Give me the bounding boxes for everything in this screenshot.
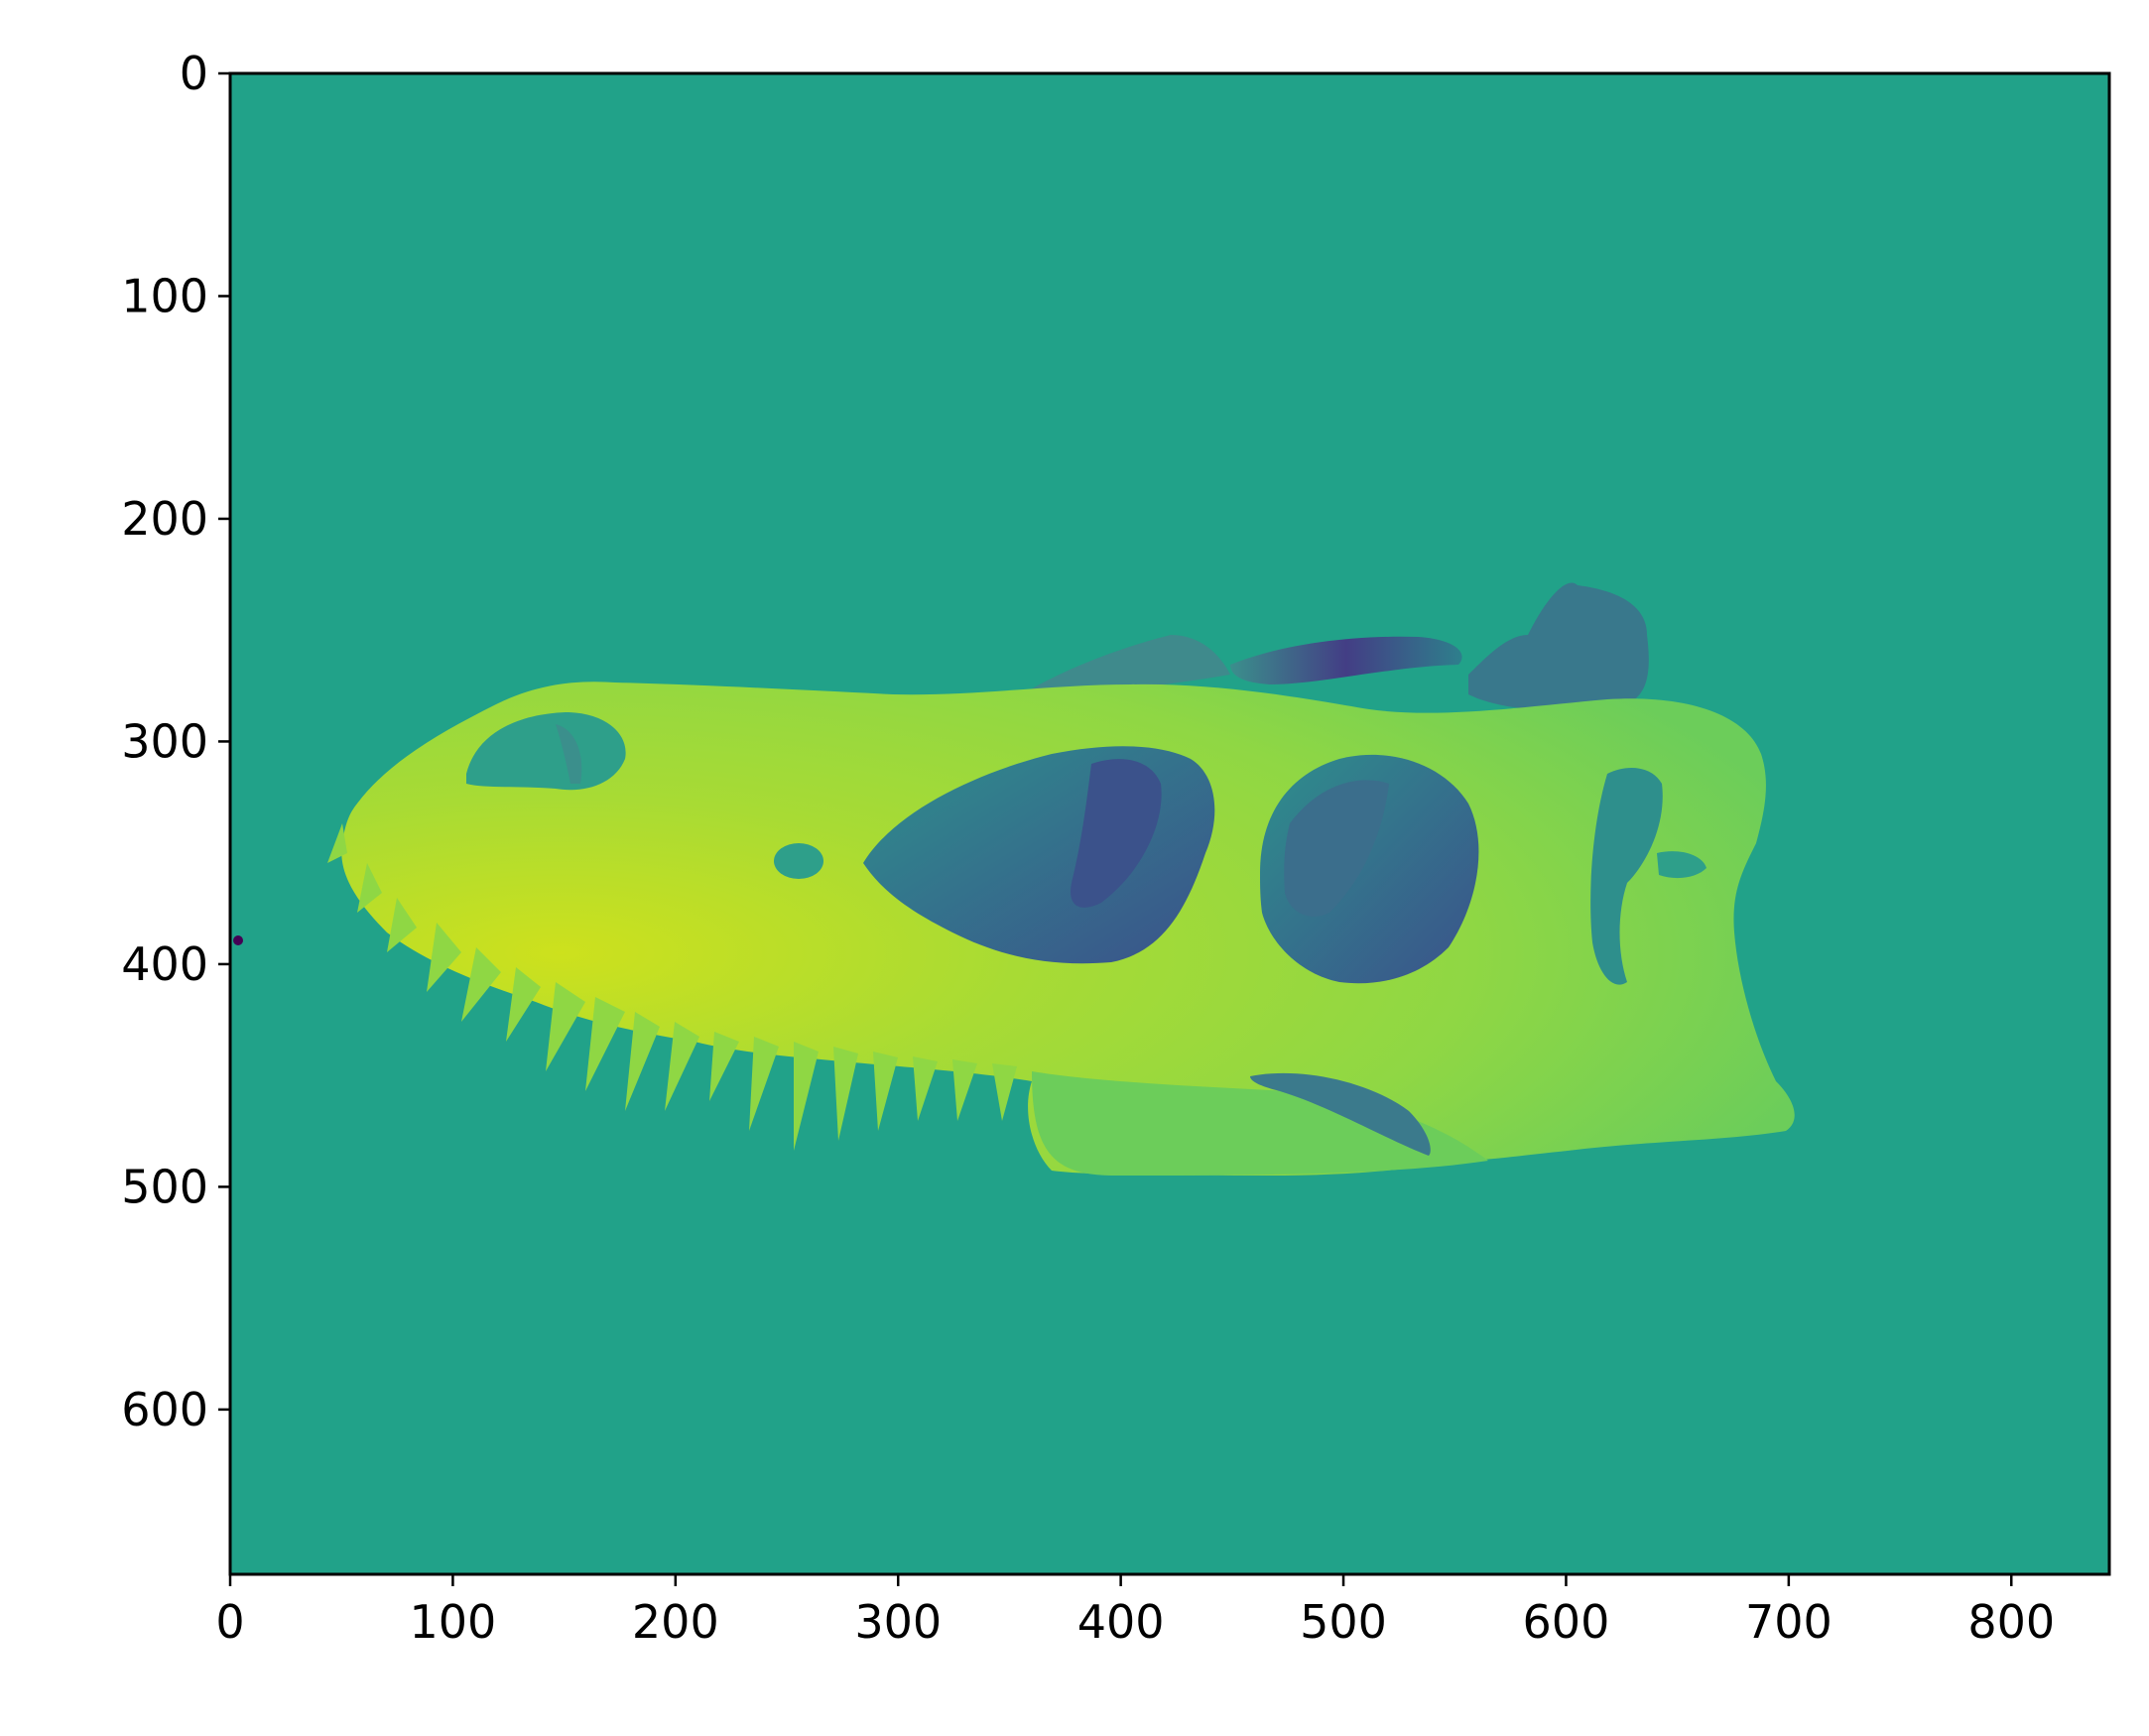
x-tick-label: 400 xyxy=(1077,1595,1165,1649)
x-tick-label: 300 xyxy=(854,1595,942,1649)
skull-crest-dark xyxy=(1230,636,1462,684)
skull-crest-left xyxy=(1022,635,1230,694)
skull-lower-jaw xyxy=(1032,1071,1488,1176)
y-tick-label: 100 xyxy=(121,269,208,322)
axes-frame xyxy=(228,71,2111,1576)
skull-teeth xyxy=(327,823,1017,1151)
skull-jaw-slit xyxy=(1250,1072,1431,1156)
x-tick-label: 500 xyxy=(1300,1595,1387,1649)
y-tick-label: 300 xyxy=(121,714,208,768)
y-tick-label: 200 xyxy=(121,492,208,546)
x-tick-label: 700 xyxy=(1745,1595,1833,1649)
x-axis: 0 100 200 300 400 500 600 700 800 xyxy=(215,1574,2055,1649)
x-tick-label: 200 xyxy=(632,1595,719,1649)
y-axis: 0 100 200 300 400 500 600 xyxy=(121,47,230,1436)
x-tick-label: 800 xyxy=(1967,1595,2055,1649)
y-tick-label: 0 xyxy=(180,47,208,100)
y-tick-label: 400 xyxy=(121,937,208,991)
skull-naris xyxy=(466,712,626,791)
skull-small-fenestra xyxy=(774,843,823,879)
depth-map-image xyxy=(233,582,1795,1176)
skull-rear-fenestra xyxy=(1590,768,1663,985)
y-tick-label: 600 xyxy=(121,1383,208,1436)
x-tick-label: 0 xyxy=(215,1595,244,1649)
x-tick-label: 100 xyxy=(410,1595,497,1649)
skull-crest-right xyxy=(1468,582,1649,711)
outlier-point xyxy=(233,935,243,945)
y-tick-label: 500 xyxy=(121,1160,208,1213)
x-tick-label: 600 xyxy=(1523,1595,1610,1649)
